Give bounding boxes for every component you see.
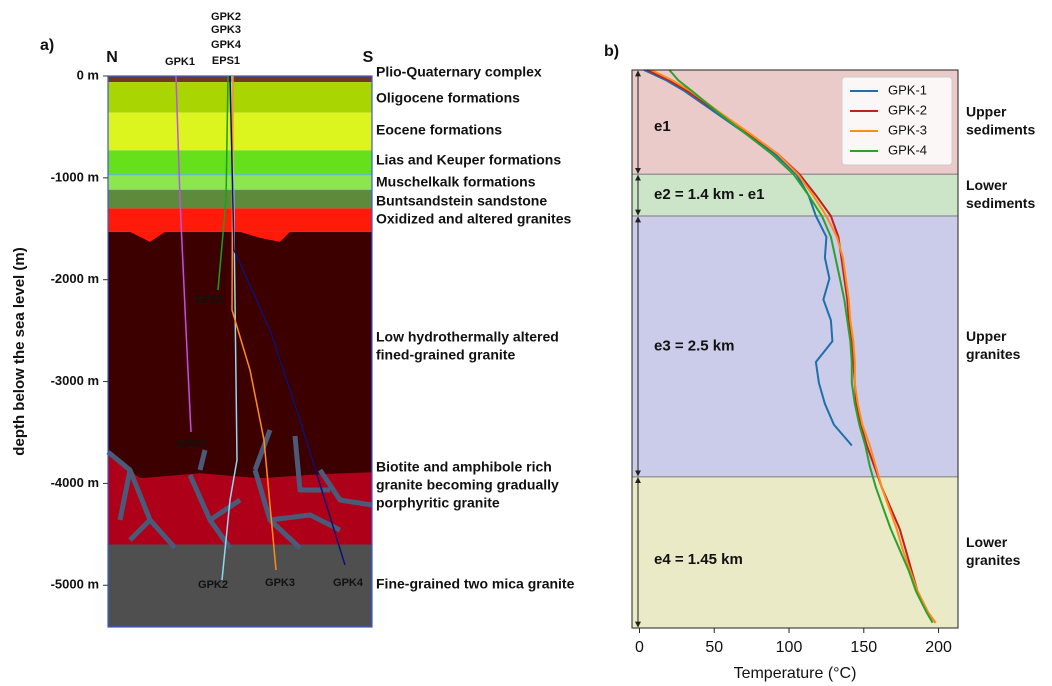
zone-label: e3 = 2.5 km bbox=[654, 337, 734, 354]
layer-label: Oligocene formations bbox=[376, 90, 520, 106]
zone bbox=[632, 216, 958, 477]
well-label: EPS1 bbox=[212, 55, 240, 67]
legend-label: GPK-2 bbox=[888, 102, 927, 117]
layer bbox=[108, 190, 372, 209]
layer-label: Buntsandstein sandstone bbox=[376, 193, 547, 209]
well-label: GPK3 bbox=[265, 577, 295, 589]
plot-frame bbox=[631, 69, 959, 629]
zone-name: Upper bbox=[966, 328, 1007, 344]
layer-label: fined-grained granite bbox=[376, 347, 515, 363]
layer-label: Fine-grained two mica granite bbox=[376, 576, 575, 592]
layer-label: granite becoming gradually bbox=[376, 477, 559, 493]
section-frame bbox=[107, 75, 373, 628]
granite-vein bbox=[128, 518, 152, 542]
zone-name: Lower bbox=[966, 177, 1008, 193]
x-tick-label: 100 bbox=[776, 639, 803, 656]
well-trajectory bbox=[229, 75, 346, 566]
granite-vein bbox=[106, 450, 177, 550]
granite-vein bbox=[208, 497, 242, 523]
x-tick-label: 50 bbox=[705, 639, 723, 656]
well-label: GPK4 bbox=[333, 577, 364, 589]
granite-vein bbox=[269, 512, 342, 533]
zone bbox=[632, 174, 958, 217]
layer bbox=[108, 82, 372, 113]
layer-label: porphyritic granite bbox=[376, 495, 500, 511]
well-label: GPK2 bbox=[211, 11, 241, 23]
layer-label: Muschelkalk formations bbox=[376, 174, 536, 190]
y-tick-label: -4000 m bbox=[51, 475, 99, 490]
zone-name: granites bbox=[966, 346, 1021, 362]
zone-label: e1 bbox=[654, 118, 671, 135]
well-trajectory bbox=[231, 75, 277, 571]
y-tick-label: -2000 m bbox=[51, 271, 99, 286]
panel-b: b) e1 Upper sediments e2 = 1.4 km - e1 Lower s… bbox=[604, 43, 1035, 682]
layer bbox=[108, 231, 372, 479]
x-tick-label: 0 bbox=[635, 639, 644, 656]
well-label: GPK3 bbox=[211, 24, 241, 36]
well-label: GPK2 bbox=[198, 579, 228, 591]
compass: N bbox=[106, 49, 118, 66]
legend-box bbox=[841, 76, 953, 166]
well-label: GPK1 bbox=[177, 438, 207, 450]
layer bbox=[108, 76, 372, 83]
layer-label: Low hydrothermally altered bbox=[376, 329, 559, 345]
y-tick-label: -3000 m bbox=[51, 373, 99, 388]
zone-name: sediments bbox=[966, 122, 1035, 138]
series-line bbox=[668, 69, 934, 624]
x-axis-label: Temperature (°C) bbox=[734, 665, 857, 682]
series-line bbox=[650, 69, 937, 624]
panel-label: a) bbox=[40, 37, 54, 54]
layer bbox=[107, 174, 373, 191]
compass: S bbox=[363, 49, 374, 66]
layer-label: Eocene formations bbox=[376, 122, 502, 138]
series-line bbox=[643, 69, 853, 447]
well-label: GPK1 bbox=[165, 56, 195, 68]
panel-label: b) bbox=[604, 43, 619, 60]
layer bbox=[108, 544, 372, 627]
x-tick-label: 150 bbox=[850, 639, 877, 656]
well-trajectory bbox=[217, 75, 229, 291]
decoration bbox=[108, 231, 372, 242]
axis-label: depth below the sea level (m) bbox=[11, 247, 28, 455]
x-tick-label: 200 bbox=[925, 639, 952, 656]
y-tick-label: 0 m bbox=[77, 67, 99, 82]
legend-label: GPK-1 bbox=[888, 82, 927, 97]
granite-vein bbox=[317, 468, 373, 508]
layer bbox=[108, 208, 372, 232]
legend-label: GPK-3 bbox=[888, 122, 927, 137]
layer bbox=[108, 112, 372, 151]
layer bbox=[108, 150, 372, 175]
layer-label: Biotite and amphibole rich bbox=[376, 459, 552, 475]
granite-vein bbox=[117, 469, 133, 521]
zone-name: Upper bbox=[966, 104, 1007, 120]
well-trajectory bbox=[175, 75, 192, 433]
zone-name: granites bbox=[966, 552, 1021, 568]
layer-label: Lias and Keuper formations bbox=[376, 152, 561, 168]
zone-name: sediments bbox=[966, 195, 1035, 211]
zone-name: Lower bbox=[966, 534, 1008, 550]
legend-label: GPK-4 bbox=[888, 142, 927, 157]
granite-vein bbox=[197, 449, 208, 471]
layer-label: Plio-Quaternary complex bbox=[376, 64, 542, 80]
decoration bbox=[108, 453, 372, 489]
granite-vein bbox=[252, 429, 273, 471]
zone-label: e4 = 1.45 km bbox=[654, 551, 743, 568]
well-label: GPK4 bbox=[211, 39, 242, 51]
layer-label: Oxidized and altered granites bbox=[376, 211, 571, 227]
granite-vein bbox=[292, 435, 330, 493]
well-label: EPS1 bbox=[196, 294, 224, 306]
y-tick-label: -1000 m bbox=[51, 169, 99, 184]
y-tick-label: -5000 m bbox=[51, 577, 99, 592]
zone-label: e2 = 1.4 km - e1 bbox=[654, 186, 765, 203]
